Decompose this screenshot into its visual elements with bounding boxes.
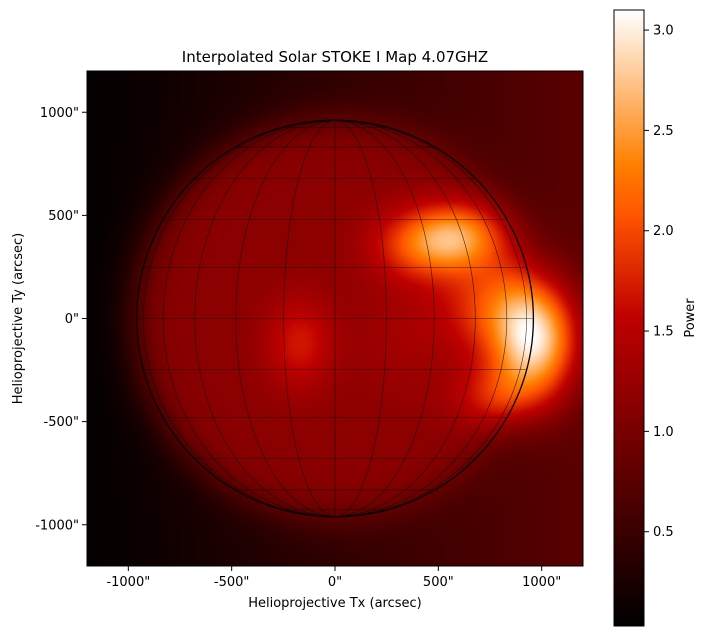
colorbar-ticks: 0.5 1.0 1.5 2.0 2.5 3.0: [644, 24, 674, 540]
colorbar-label: Power: [683, 298, 698, 338]
y-tick-label: 0": [65, 312, 79, 327]
heatmap-plot-area: [86, 70, 584, 567]
colorbar-tick-label: 0.5: [653, 525, 674, 540]
colorbar: 0.5 1.0 1.5 2.0 2.5 3.0 Power: [613, 9, 698, 627]
y-tick-label: 1000": [40, 106, 79, 121]
y-tick-label: 500": [48, 209, 79, 224]
chart-title: Interpolated Solar STOKE I Map 4.07GHZ: [182, 48, 488, 66]
colorbar-gradient: [614, 10, 644, 626]
colorbar-tick-label: 3.0: [653, 24, 674, 39]
solar-limb: [135, 119, 535, 518]
y-axis-label: Helioprojective Ty (arcsec): [11, 233, 26, 404]
heliographic-grid: [136, 120, 534, 517]
colorbar-tick-label: 1.5: [653, 325, 674, 340]
x-tick-label: 0": [328, 575, 342, 590]
x-axis: -1000" -500" 0" 500" 1000": [106, 566, 561, 590]
y-tick-label: -500": [44, 415, 79, 430]
y-tick-label: -1000": [35, 518, 79, 533]
colorbar-tick-label: 2.0: [653, 224, 674, 239]
colorbar-tick-label: 1.0: [653, 425, 674, 440]
x-axis-label: Helioprojective Tx (arcsec): [248, 596, 422, 611]
colorbar-tick-label: 2.5: [653, 124, 674, 139]
x-tick-label: 500": [423, 575, 454, 590]
x-tick-label: 1000": [522, 575, 561, 590]
y-axis: 1000" 500" 0" -500" -1000": [35, 106, 87, 533]
colorbar-frame: [613, 9, 645, 627]
x-tick-label: -1000": [106, 575, 150, 590]
x-tick-label: -500": [214, 575, 249, 590]
